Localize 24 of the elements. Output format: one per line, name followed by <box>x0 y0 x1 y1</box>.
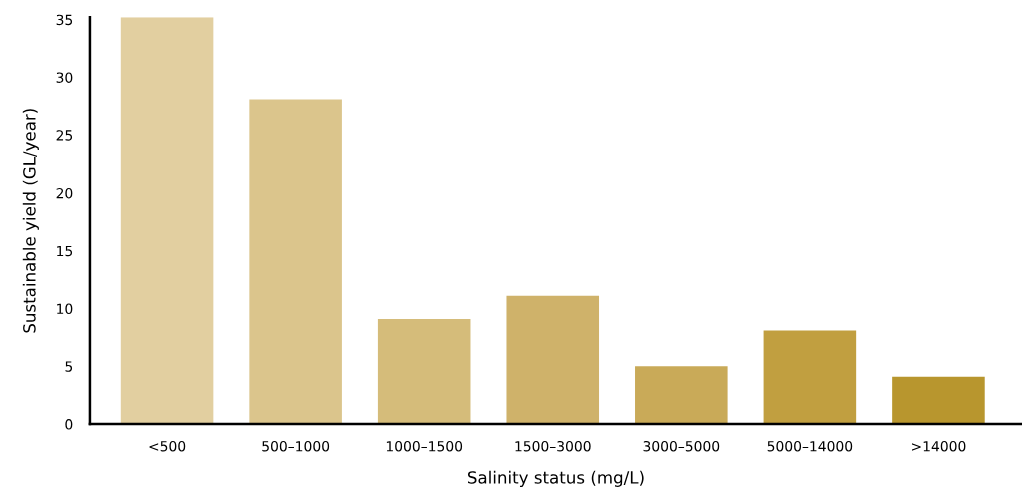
bar <box>763 330 857 425</box>
bar <box>892 376 985 425</box>
y-axis-title: Sustainable yield (GL/year) <box>22 109 39 333</box>
x-tick-label: 1000–1500 <box>386 440 463 452</box>
y-tick-label: 5 <box>65 361 73 372</box>
bar <box>635 366 728 425</box>
x-tick-label: 3000–5000 <box>643 440 720 452</box>
y-tick-label: 20 <box>56 187 73 199</box>
x-tick-label: 500–1000 <box>262 440 330 452</box>
y-tick-label: 35 <box>56 14 73 26</box>
y-tick-label: 30 <box>56 72 73 83</box>
y-tick-label: 25 <box>56 130 73 141</box>
bar <box>120 17 214 425</box>
bar <box>377 318 471 425</box>
y-tick-label: 10 <box>57 303 73 315</box>
bar <box>506 295 600 425</box>
y-tick-label: 15 <box>57 245 73 257</box>
x-tick-label: 5000–14000 <box>767 440 853 452</box>
bar <box>249 99 342 425</box>
y-tick-label: 0 <box>65 419 73 430</box>
x-axis-title: Salinity status (mg/L) <box>467 470 644 487</box>
x-tick-label: 1500–3000 <box>515 440 591 452</box>
x-tick-label: <500 <box>149 440 186 452</box>
x-tick-label: >14000 <box>912 440 966 452</box>
